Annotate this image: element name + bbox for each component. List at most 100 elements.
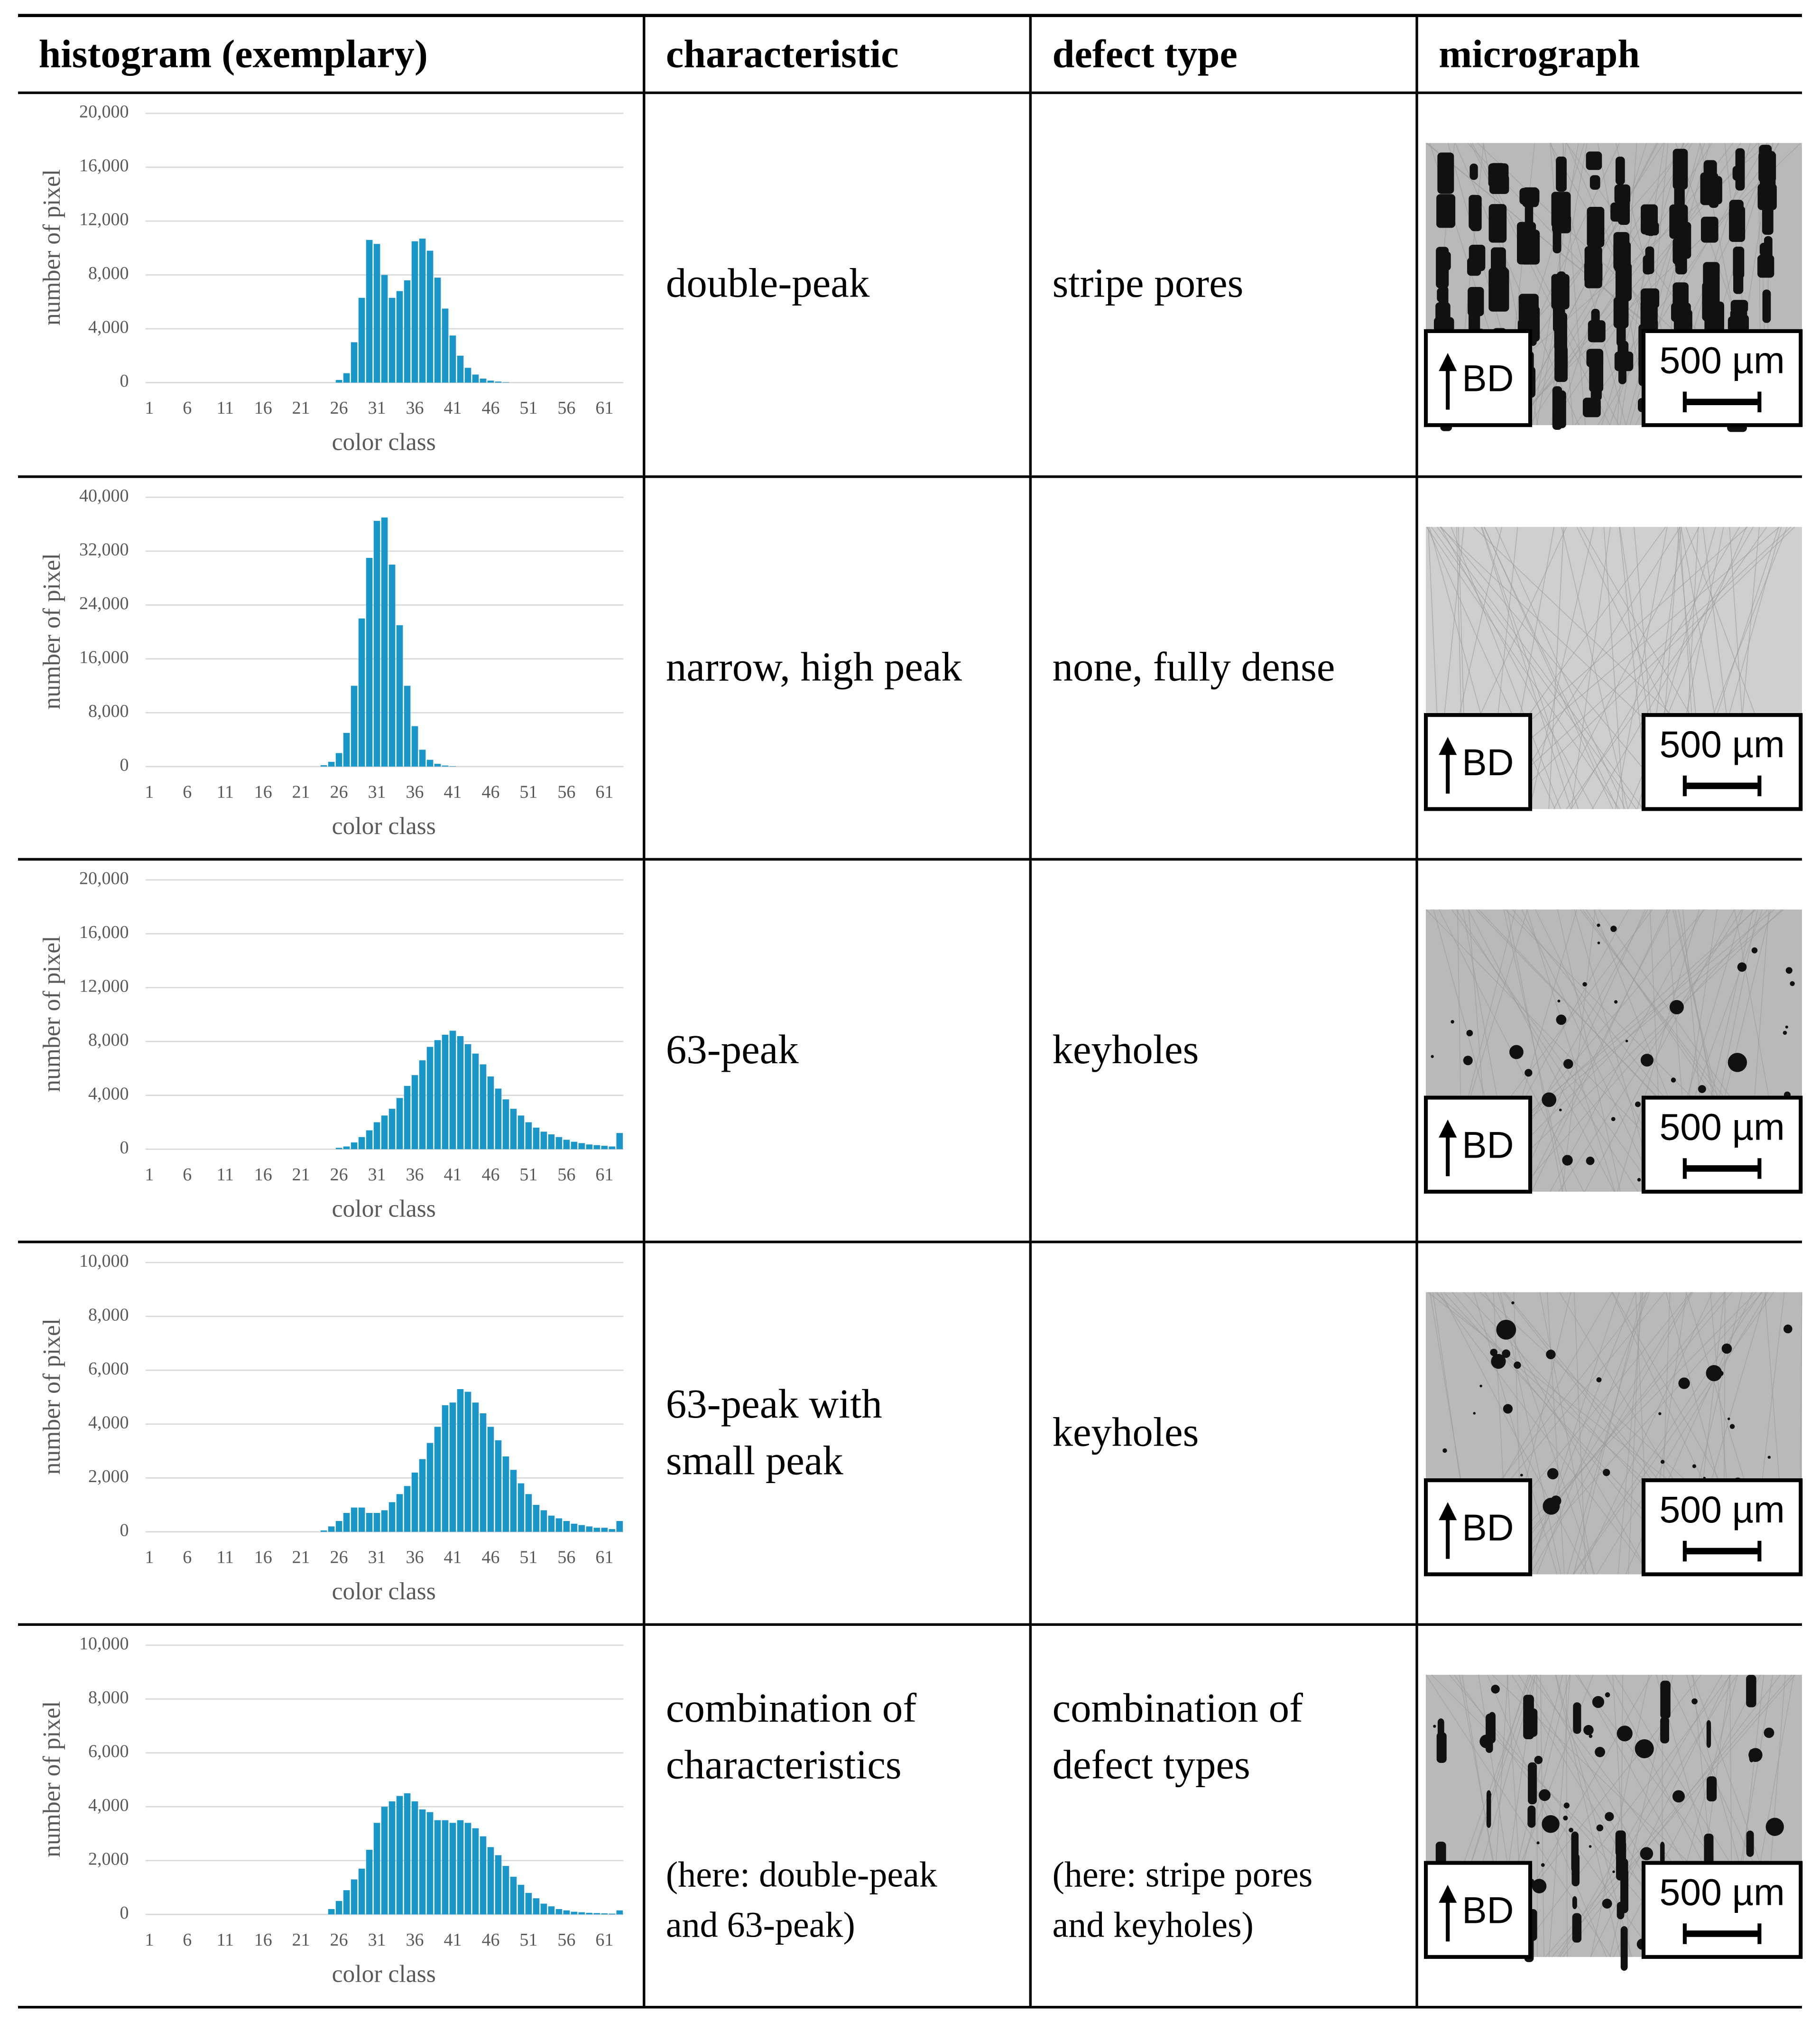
bar — [457, 1036, 464, 1150]
pore — [1605, 1692, 1610, 1697]
cell-text: 63-peak — [666, 1027, 799, 1072]
x-tick-label: 21 — [292, 1165, 310, 1185]
pore — [1746, 1830, 1754, 1857]
pore — [1721, 1343, 1732, 1354]
bar — [388, 297, 396, 383]
x-tick-label: 51 — [519, 1930, 537, 1950]
y-tick-label: 6,000 — [88, 1741, 129, 1761]
pore — [1557, 1000, 1561, 1003]
bd-label: BD — [1462, 358, 1514, 399]
x-tick-label: 61 — [595, 1165, 613, 1185]
bar — [609, 1146, 616, 1150]
bd-label: BD — [1462, 1124, 1514, 1166]
pore — [1635, 1101, 1641, 1107]
bar — [351, 342, 358, 383]
texture — [1553, 527, 1700, 809]
bar — [472, 1053, 479, 1150]
bar — [609, 1529, 616, 1532]
bar — [411, 1075, 418, 1150]
texture — [1627, 1292, 1641, 1575]
pore — [1592, 1696, 1605, 1708]
micrograph: BD 500 µm — [1423, 527, 1803, 811]
pore — [1783, 1324, 1792, 1334]
pore — [1643, 255, 1653, 275]
x-axis-label: color class — [332, 1960, 436, 1987]
pore — [1640, 1847, 1654, 1860]
bar — [328, 1909, 335, 1915]
y-tick-label: 8,000 — [88, 701, 129, 721]
pore — [1616, 1840, 1626, 1881]
scale-label: 500 µm — [1660, 340, 1785, 381]
bar — [388, 565, 396, 767]
pore — [1660, 1716, 1669, 1744]
bar — [396, 1796, 403, 1915]
texture — [1571, 527, 1740, 809]
x-tick-label: 26 — [330, 398, 348, 418]
x-tick-label: 31 — [368, 398, 386, 418]
pore — [1536, 1841, 1540, 1845]
x-tick-label: 21 — [292, 1547, 310, 1567]
bar — [411, 1472, 418, 1532]
pore — [1702, 282, 1717, 321]
texture — [1495, 527, 1626, 809]
cell-text: combination of — [666, 1685, 916, 1731]
bar — [335, 1521, 342, 1532]
x-tick-label: 26 — [330, 782, 348, 802]
pore — [1539, 1789, 1551, 1801]
bar — [487, 1847, 494, 1915]
bar — [540, 1903, 547, 1915]
y-tick-label: 32,000 — [79, 539, 129, 559]
pore — [1488, 163, 1509, 187]
y-tick-label: 20,000 — [79, 102, 129, 122]
texture — [1520, 143, 1693, 426]
header-cell: micrograph — [1439, 32, 1640, 76]
pore — [1534, 1755, 1543, 1764]
pore — [1439, 286, 1449, 324]
pore — [1569, 1827, 1574, 1833]
pore — [1596, 1377, 1602, 1382]
pore — [1757, 255, 1774, 278]
bar — [533, 1127, 540, 1150]
pore — [1514, 1361, 1521, 1369]
x-tick-label: 41 — [443, 782, 462, 802]
bar — [404, 686, 411, 767]
texture — [1619, 143, 1665, 426]
bar — [381, 1115, 388, 1150]
pore — [1552, 214, 1571, 233]
x-tick-label: 1 — [145, 1930, 154, 1950]
texture — [1426, 527, 1556, 809]
pore — [1730, 300, 1748, 313]
pore — [1524, 1069, 1533, 1077]
pore — [1672, 238, 1684, 265]
x-tick-label: 36 — [406, 1547, 424, 1567]
pore — [1760, 151, 1776, 195]
pore — [1748, 1748, 1763, 1762]
bd-box — [1423, 1861, 1533, 1959]
pore — [1640, 288, 1660, 308]
bar — [457, 1389, 464, 1532]
micrograph: BD 500 µm — [1423, 1292, 1803, 1577]
header-cell: defect type — [1053, 32, 1238, 76]
bar — [449, 1030, 456, 1150]
bar — [351, 1142, 358, 1150]
pore — [1614, 184, 1631, 204]
bar — [335, 1901, 342, 1915]
texture — [1566, 527, 1767, 809]
bar — [586, 1912, 593, 1915]
x-axis-label: color class — [332, 1195, 436, 1222]
y-tick-label: 40,000 — [79, 486, 129, 506]
texture — [1536, 1292, 1650, 1575]
texture — [1440, 1292, 1589, 1575]
pore — [1616, 306, 1626, 347]
texture — [1562, 143, 1586, 426]
pore — [1469, 163, 1478, 180]
pore — [1556, 156, 1567, 192]
bar — [502, 1866, 509, 1915]
pore — [1521, 296, 1538, 313]
bar — [335, 380, 342, 383]
x-axis-label: color class — [332, 429, 436, 456]
x-tick-label: 16 — [254, 1930, 272, 1950]
pore — [1517, 228, 1535, 264]
y-tick-label: 20,000 — [79, 868, 129, 888]
pore — [1785, 1025, 1788, 1029]
